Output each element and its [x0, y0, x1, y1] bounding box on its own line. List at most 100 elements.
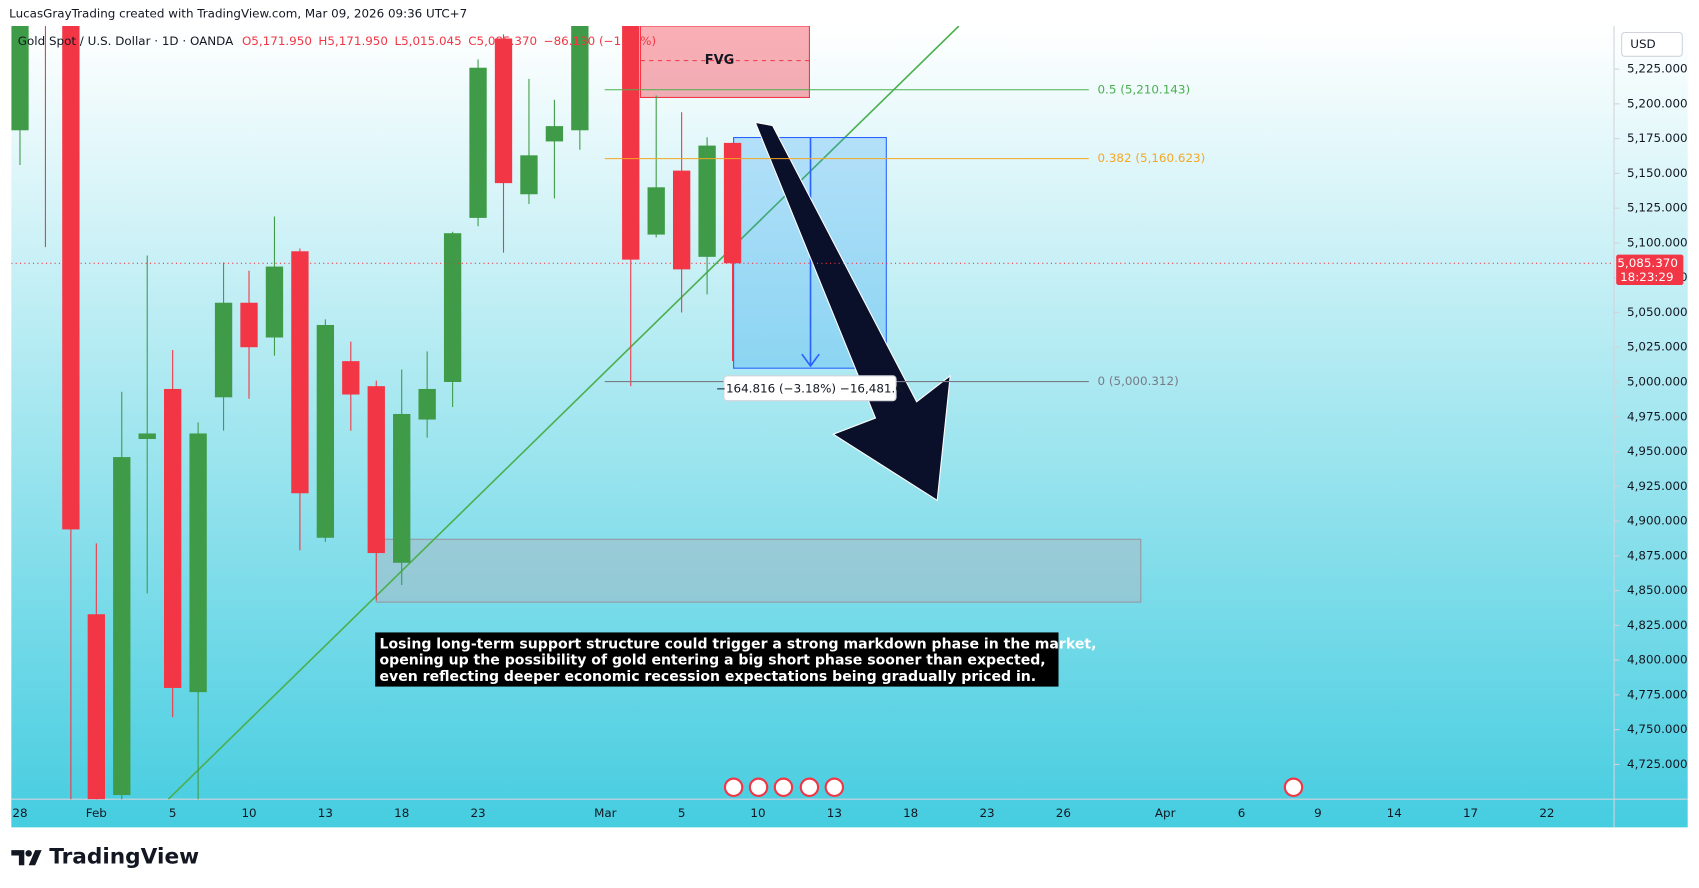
measure-label-box — [723, 375, 897, 402]
chart-background — [11, 25, 1688, 828]
candle-body — [87, 614, 105, 800]
y-tick-label: 5,100.000 — [1627, 235, 1688, 249]
x-tick-label: 17 — [1463, 806, 1478, 820]
candle-body — [672, 170, 691, 270]
support-zone — [375, 538, 1142, 603]
x-tick-label: 23 — [979, 806, 994, 820]
y-tick-label: 4,925.000 — [1627, 479, 1688, 493]
fib-label: 0.382 (5,160.623) — [1097, 151, 1205, 165]
candle-body — [11, 25, 29, 131]
x-tick-label: 5 — [678, 806, 686, 820]
candle-body — [647, 187, 665, 235]
y-tick-label: 5,200.000 — [1627, 96, 1688, 110]
annotation-box — [375, 632, 1059, 687]
annotation-line: Losing long-term support structure could… — [380, 636, 1097, 652]
candle-body — [545, 126, 564, 142]
currency-box[interactable] — [1621, 31, 1683, 57]
x-tick-label: 14 — [1387, 806, 1402, 820]
candle-body — [571, 25, 589, 131]
candle-body — [520, 155, 538, 195]
y-tick-label: 5,025.000 — [1627, 340, 1688, 354]
candle-body — [214, 302, 233, 398]
fib-label: 0.5 (5,210.143) — [1097, 82, 1190, 96]
x-tick-label: 5 — [169, 806, 177, 820]
candles — [11, 25, 742, 800]
y-tick-label: 5,150.000 — [1627, 166, 1688, 180]
x-tick-label: 13 — [318, 806, 333, 820]
y-tick-label: 4,750.000 — [1627, 722, 1688, 736]
legend-high: H5,171.950 — [318, 34, 388, 48]
credit: LucasGrayTrading created with TradingVie… — [9, 7, 467, 21]
candle-body — [367, 386, 385, 554]
candle-body — [469, 67, 487, 218]
fib-label: 0 (5,000.312) — [1097, 374, 1178, 388]
x-tick-label: 18 — [394, 806, 409, 820]
y-tick-label: 4,725.000 — [1627, 757, 1688, 771]
candle-body — [698, 145, 716, 257]
x-tick-label: Feb — [86, 806, 107, 820]
candle-body — [316, 324, 335, 538]
y-tick-label: 5,050.000 — [1627, 305, 1688, 319]
candle-body — [189, 433, 207, 693]
y-tick-label: 5,125.000 — [1627, 201, 1688, 215]
y-tick-label: 4,875.000 — [1627, 548, 1688, 562]
y-tick-label: 4,800.000 — [1627, 653, 1688, 667]
trend-line — [167, 25, 960, 800]
y-tick-label: 4,975.000 — [1627, 409, 1688, 423]
candle-body — [62, 25, 80, 530]
fvg-zone — [639, 25, 810, 99]
candle-body — [418, 388, 436, 420]
y-tick-label: 4,850.000 — [1627, 583, 1688, 597]
candle-body — [164, 388, 182, 688]
candle-body — [291, 251, 309, 494]
x-tick-label: 10 — [241, 806, 256, 820]
logo-text: TradingView — [49, 845, 199, 870]
x-tick-label: 28 — [12, 806, 27, 820]
y-tick-label: 5,225.000 — [1627, 62, 1688, 76]
x-tick-label: 13 — [827, 806, 842, 820]
candle-body — [138, 433, 156, 440]
down-arrow — [754, 121, 951, 502]
candle-body — [723, 142, 742, 264]
x-tick-label: Apr — [1155, 806, 1176, 820]
x-tick-label: 18 — [903, 806, 918, 820]
plot-area — [11, 25, 1615, 800]
x-tick-label: 9 — [1314, 806, 1322, 820]
y-tick-label: 4,825.000 — [1627, 618, 1688, 632]
x-tick-label: 10 — [750, 806, 765, 820]
symbol-legend: Gold Spot / U.S. Dollar · 1D · OANDA O5,1… — [18, 34, 656, 48]
candle-body — [393, 413, 411, 563]
x-tick-label: 6 — [1238, 806, 1246, 820]
legend-low: L5,015.045 — [394, 34, 461, 48]
candle-body — [443, 233, 462, 383]
event-icons — [723, 777, 1304, 798]
currency: USD — [1630, 37, 1655, 51]
legend-close: C5,085.370 — [468, 34, 537, 48]
annotation-line: even reflecting deeper economic recessio… — [380, 669, 1037, 685]
legend-change: −86.130 (−1.67%) — [544, 34, 657, 48]
candle-body — [113, 457, 131, 796]
candle-body — [240, 302, 258, 348]
y-tick-label: 4,950.000 — [1627, 444, 1688, 458]
y-tick-label: 5,000.000 — [1627, 375, 1688, 389]
candle-body — [622, 25, 640, 260]
candle-body — [265, 266, 284, 338]
y-tick-label: 4,900.000 — [1627, 514, 1688, 528]
annotation-line: opening up the possibility of gold enter… — [380, 653, 1046, 669]
symbol: Gold Spot / U.S. Dollar · 1D · OANDA — [18, 34, 234, 48]
x-tick-label: Mar — [594, 806, 617, 820]
fvg-label: FVG — [705, 53, 735, 68]
y-tick-label: 4,775.000 — [1627, 687, 1688, 701]
x-tick-label: 22 — [1539, 806, 1554, 820]
candle-body — [342, 361, 360, 395]
last-price-tag — [1616, 254, 1684, 285]
x-tick-label: 26 — [1056, 806, 1071, 820]
legend-open: O5,171.950 — [242, 34, 312, 48]
candle-body — [494, 38, 513, 184]
y-tick-label: 5,175.000 — [1627, 131, 1688, 145]
logo — [11, 850, 42, 866]
countdown: 18:23:29 — [1620, 270, 1673, 284]
last-price-label: 5,085.370 — [1617, 256, 1678, 270]
